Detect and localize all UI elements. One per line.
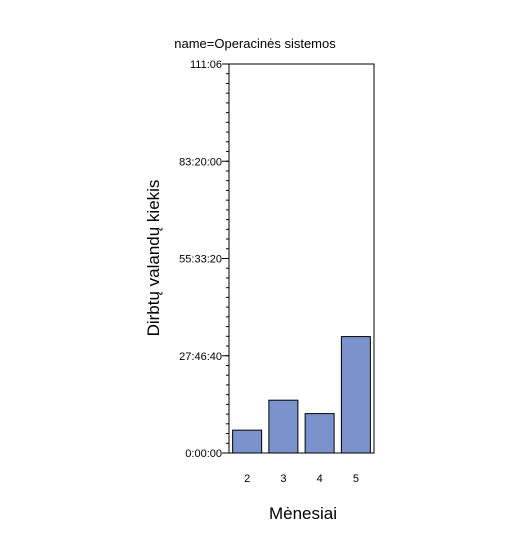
y-tick-label: 27:46:40 bbox=[179, 351, 222, 363]
y-tick-label: 55:33:20 bbox=[179, 254, 222, 266]
x-tick-label: 4 bbox=[317, 473, 323, 485]
bar bbox=[340, 336, 371, 454]
x-tick-label: 3 bbox=[280, 473, 286, 485]
bar bbox=[232, 429, 263, 454]
y-tick-label: 111:06 bbox=[190, 59, 222, 71]
y-axis-label: Dirbtų valandų kiekis bbox=[144, 180, 163, 337]
y-tick-label: 0:00:00 bbox=[185, 448, 222, 460]
bars bbox=[232, 336, 371, 454]
bar bbox=[268, 399, 299, 454]
y-tick-label: 83:20:00 bbox=[179, 156, 222, 168]
x-tick-label: 5 bbox=[353, 473, 359, 485]
y-minor-ticks bbox=[226, 63, 229, 454]
x-tick-label: 2 bbox=[244, 473, 250, 485]
chart-title: name=Operacinės sistemos bbox=[174, 36, 336, 51]
x-axis-label: Mėnesiai bbox=[269, 504, 337, 523]
y-major-ticks: 0:00:00 27:46:40 55:33:20 83:20:00 111:06 bbox=[179, 59, 229, 460]
bar bbox=[304, 413, 335, 454]
x-tick-labels: 2 3 4 5 bbox=[244, 473, 359, 485]
